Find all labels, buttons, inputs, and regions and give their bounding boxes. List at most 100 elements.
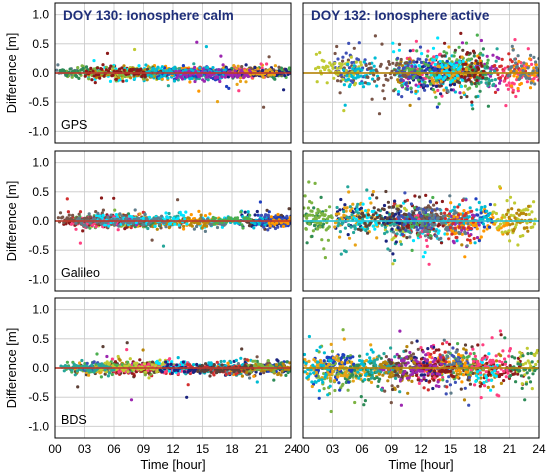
data-point bbox=[431, 46, 436, 50]
data-point bbox=[353, 243, 357, 247]
data-point bbox=[394, 240, 398, 244]
y-tick-label: 0.0 bbox=[32, 214, 49, 228]
data-point bbox=[364, 63, 368, 67]
data-point bbox=[438, 65, 442, 69]
data-point bbox=[531, 69, 535, 73]
data-point bbox=[344, 51, 348, 55]
data-point bbox=[473, 61, 477, 65]
data-point bbox=[421, 86, 425, 90]
data-point bbox=[324, 209, 328, 213]
data-point bbox=[363, 81, 367, 85]
data-point bbox=[400, 83, 404, 88]
data-point bbox=[472, 54, 476, 58]
data-point bbox=[453, 226, 457, 230]
data-point bbox=[310, 201, 314, 205]
data-point bbox=[528, 86, 533, 90]
data-point bbox=[398, 221, 402, 225]
data-point bbox=[532, 66, 536, 70]
data-point bbox=[411, 224, 415, 229]
data-point bbox=[525, 226, 529, 230]
data-point bbox=[464, 62, 468, 66]
data-point bbox=[501, 74, 505, 78]
data-point bbox=[144, 63, 148, 67]
data-point bbox=[143, 213, 147, 217]
data-point bbox=[530, 210, 534, 214]
data-point bbox=[424, 62, 428, 66]
data-point bbox=[81, 66, 85, 70]
data-point bbox=[310, 234, 314, 238]
data-point bbox=[347, 223, 351, 227]
data-point bbox=[438, 207, 442, 212]
data-point bbox=[160, 65, 164, 69]
data-point bbox=[402, 66, 406, 70]
data-point bbox=[79, 221, 84, 226]
data-point bbox=[246, 74, 250, 79]
data-point bbox=[343, 226, 347, 230]
data-point bbox=[266, 213, 270, 217]
data-point bbox=[377, 221, 381, 225]
data-point bbox=[474, 197, 478, 201]
data-point bbox=[189, 213, 193, 217]
data-point bbox=[122, 68, 126, 72]
data-point bbox=[444, 64, 448, 68]
data-point bbox=[371, 190, 375, 194]
data-point bbox=[276, 225, 280, 229]
data-point bbox=[474, 224, 478, 228]
data-point bbox=[477, 76, 481, 80]
data-point bbox=[427, 226, 431, 230]
data-point bbox=[348, 83, 352, 87]
data-point bbox=[373, 227, 377, 231]
data-point bbox=[259, 62, 263, 66]
data-point bbox=[400, 232, 404, 236]
data-point bbox=[226, 75, 230, 79]
data-point bbox=[176, 216, 180, 220]
data-point bbox=[272, 73, 276, 77]
data-point bbox=[262, 105, 266, 109]
data-point bbox=[410, 248, 414, 252]
data-point bbox=[173, 222, 177, 226]
data-point bbox=[475, 236, 480, 240]
data-point bbox=[532, 76, 536, 81]
data-point bbox=[490, 78, 494, 82]
data-point bbox=[89, 66, 93, 70]
data-point bbox=[500, 57, 504, 62]
data-point bbox=[236, 64, 240, 68]
panel-title: DOY 132: Ionosphere active bbox=[311, 8, 490, 23]
data-point bbox=[502, 224, 507, 228]
data-point bbox=[391, 205, 395, 209]
data-point bbox=[345, 215, 349, 219]
data-point bbox=[439, 236, 443, 240]
data-point bbox=[346, 233, 350, 237]
data-point bbox=[427, 262, 431, 266]
data-point bbox=[426, 208, 430, 212]
data-point bbox=[435, 234, 439, 238]
data-point bbox=[340, 62, 344, 66]
data-point bbox=[439, 211, 443, 216]
data-point bbox=[411, 48, 415, 53]
data-point bbox=[418, 235, 423, 239]
data-point bbox=[430, 223, 435, 227]
data-point bbox=[393, 258, 397, 263]
data-point bbox=[259, 213, 264, 217]
data-point bbox=[447, 212, 452, 216]
data-point bbox=[454, 231, 459, 235]
data-point bbox=[409, 90, 414, 94]
data-point bbox=[356, 211, 361, 215]
data-point bbox=[491, 215, 495, 220]
data-point bbox=[514, 223, 518, 227]
data-point bbox=[106, 215, 110, 219]
data-point bbox=[338, 208, 342, 212]
data-point bbox=[516, 208, 521, 212]
data-point bbox=[389, 215, 393, 219]
data-point bbox=[131, 67, 135, 72]
data-point bbox=[237, 89, 241, 93]
data-point bbox=[316, 221, 320, 225]
y-tick-label: -0.5 bbox=[28, 95, 49, 109]
data-point bbox=[88, 221, 92, 225]
data-point bbox=[526, 229, 530, 233]
data-point bbox=[428, 200, 433, 204]
data-point bbox=[397, 48, 401, 52]
data-point bbox=[350, 213, 354, 217]
data-point bbox=[498, 78, 502, 83]
data-point bbox=[161, 68, 166, 73]
